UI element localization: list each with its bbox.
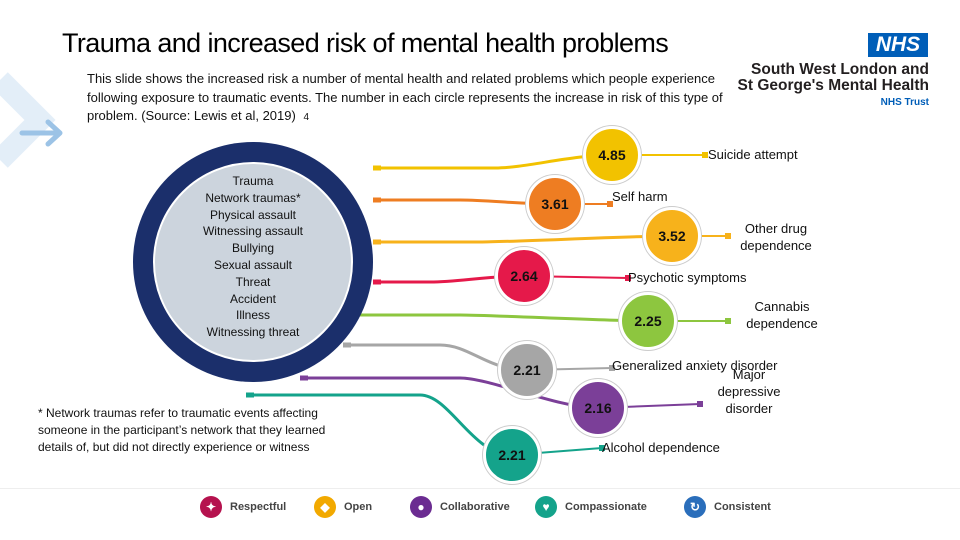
trust-name-line1: South West London and xyxy=(751,61,929,78)
value-badge: ↻ Consistent xyxy=(684,496,771,518)
risk-value-circle: 3.61 xyxy=(526,175,584,233)
trauma-item: Network traumas* xyxy=(205,190,301,205)
trauma-item: Bullying xyxy=(231,241,275,256)
outcome-label: Self harm xyxy=(612,189,668,204)
risk-value: 2.16 xyxy=(584,400,612,416)
risk-value: 2.21 xyxy=(513,362,541,378)
label-line-end xyxy=(725,318,731,324)
cycle-icon: ↻ xyxy=(684,496,706,518)
outcome-label: Other drug dependence xyxy=(740,221,812,253)
trust-name-line2: St George's Mental Health xyxy=(737,77,929,94)
values-bar: ✦ Respectful ◆ Open ● Collaborative ♥ Compassio… xyxy=(0,493,960,523)
risk-value-circle: 2.21 xyxy=(483,426,541,484)
label-line-end xyxy=(609,365,615,371)
risk-value: 2.21 xyxy=(498,447,526,463)
outcome-label: Psychotic symptoms xyxy=(628,270,747,285)
risk-value-circle: 3.52 xyxy=(643,207,701,265)
risk-value-circle: 2.21 xyxy=(498,341,556,399)
trust-suffix: NHS Trust xyxy=(880,97,929,108)
outcome-label: Generalized anxiety disorder xyxy=(612,358,778,373)
page-title: Trauma and increased risk of mental heal… xyxy=(62,28,669,58)
connector-line xyxy=(373,234,673,244)
label-line-end xyxy=(702,152,708,158)
intro-text: This slide shows the increased risk a nu… xyxy=(87,70,727,128)
intro-body: This slide shows the increased risk a nu… xyxy=(87,71,723,123)
trauma-item: Threat xyxy=(235,274,271,289)
handshake-icon: ✦ xyxy=(200,496,222,518)
label-line-end xyxy=(697,401,703,407)
trauma-item: Witnessing assault xyxy=(202,224,304,239)
outcome-label: Suicide attempt xyxy=(708,147,798,162)
trauma-circle xyxy=(153,162,353,362)
connector-line xyxy=(373,153,613,170)
risk-value: 3.52 xyxy=(658,228,686,244)
label-line-end xyxy=(607,201,613,207)
risk-value-circle: 2.16 xyxy=(569,379,627,437)
risk-value: 2.64 xyxy=(510,268,538,284)
outcome-label: Major depressive disorder xyxy=(717,367,781,416)
divider xyxy=(0,488,960,489)
trauma-item: Sexual assault xyxy=(213,257,293,272)
value-label: Consistent xyxy=(714,501,771,513)
trauma-list: Trauma Network traumas* Physical assault Wi… xyxy=(168,173,338,341)
value-badge: ● Collaborative xyxy=(410,496,510,518)
value-badge: ✦ Respectful xyxy=(200,496,286,518)
trauma-item: Accident xyxy=(229,291,277,306)
connector-line xyxy=(350,313,649,323)
trauma-item: Witnessing threat xyxy=(206,325,300,340)
risk-value: 2.25 xyxy=(634,313,662,329)
nhs-logo: NHS xyxy=(868,33,928,57)
label-line-end xyxy=(725,233,731,239)
heart-hands-icon: ♥ xyxy=(535,496,557,518)
trauma-item: Illness xyxy=(235,308,270,323)
value-label: Respectful xyxy=(230,501,287,513)
risk-value: 4.85 xyxy=(598,147,626,163)
value-badge: ◆ Open xyxy=(314,496,372,518)
shield-icon: ◆ xyxy=(314,496,336,518)
arrow-decoration-icon xyxy=(0,72,63,168)
slide-number: 4 xyxy=(303,112,310,123)
risk-value-circle: 2.64 xyxy=(495,247,553,305)
trust-name: South West London and St George's Mental… xyxy=(715,62,929,94)
label-line-end xyxy=(599,445,605,451)
risk-value-circle: 4.85 xyxy=(583,126,641,184)
value-label: Open xyxy=(344,501,373,513)
risk-value-circle: 2.25 xyxy=(619,292,677,350)
trauma-item: Trauma xyxy=(232,174,274,188)
outcome-label: Cannabis dependence xyxy=(746,299,818,331)
people-icon: ● xyxy=(410,496,432,518)
value-label: Compassionate xyxy=(565,501,647,513)
connector-line xyxy=(300,376,599,410)
footnote: * Network traumas refer to traumatic eve… xyxy=(38,406,326,454)
value-label: Collaborative xyxy=(440,501,510,513)
outcome-label: Alcohol dependence xyxy=(602,440,720,455)
trauma-item: Physical assault xyxy=(209,207,297,222)
label-line-end xyxy=(625,275,631,281)
risk-value: 3.61 xyxy=(541,196,569,212)
value-badge: ♥ Compassionate xyxy=(535,496,647,518)
